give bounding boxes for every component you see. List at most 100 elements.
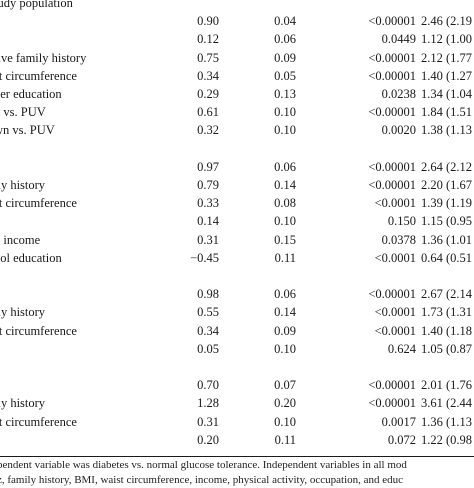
coefficient-cell: 0.12 — [197, 32, 219, 47]
standard-error-cell: 0.06 — [274, 32, 296, 47]
odds-ratio-cell: 2.01 (1.76 — [421, 378, 473, 393]
coefficient-cell: 0.14 — [197, 214, 219, 229]
p-value-cell: <0.00001 — [368, 50, 416, 65]
table-bottom-rule — [0, 456, 474, 457]
odds-ratio-cell: 1.40 (1.18 — [421, 323, 473, 338]
coefficient-cell: 0.98 — [197, 287, 219, 302]
table-row: n income 0.31 0.15 0.0378 1.36 (1.01 — [0, 231, 474, 249]
coefficient-cell: −0.45 — [190, 250, 219, 265]
standard-error-cell: 0.10 — [274, 341, 296, 356]
coefficient-cell: 0.05 — [197, 341, 219, 356]
odds-ratio-cell: 1.05 (0.87 — [421, 341, 473, 356]
p-value-cell: 0.0020 — [381, 123, 416, 138]
standard-error-cell: 0.13 — [274, 87, 296, 101]
p-value-cell: <0.00001 — [368, 178, 416, 192]
row-label: st circumference — [0, 323, 77, 338]
coefficient-cell: 0.97 — [197, 159, 219, 174]
coefficient-cell: 0.79 — [197, 178, 219, 192]
standard-error-cell: 0.10 — [274, 214, 296, 229]
row-label: st circumference — [0, 196, 77, 211]
row-label: ily history — [0, 178, 46, 192]
standard-error-cell: 0.04 — [274, 14, 296, 29]
odds-ratio-cell: 1.22 (0.98 — [421, 432, 473, 447]
standard-error-cell: 0.14 — [274, 178, 296, 192]
standard-error-cell: 0.10 — [274, 105, 296, 120]
table-row: st circumference 0.34 0.09 <0.0001 1.40 (1.1… — [0, 322, 474, 340]
footnote-line-1: pendent variable was diabetes vs. normal… — [0, 459, 407, 471]
p-value-cell: <0.0001 — [374, 323, 416, 338]
coefficient-cell: 0.31 — [197, 232, 219, 247]
odds-ratio-cell: 2.64 (2.12 — [421, 159, 473, 174]
table-row: 0.97 0.06 <0.00001 2.64 (2.12 — [0, 158, 474, 176]
p-value-cell: <0.0001 — [374, 250, 416, 265]
table-row: ily history 0.79 0.14 <0.00001 2.20 (1.67 — [0, 176, 474, 194]
p-value-cell: <0.00001 — [368, 105, 416, 120]
p-value-cell: <0.00001 — [368, 378, 416, 393]
table-row: 0.14 0.10 0.150 1.15 (0.95 — [0, 212, 474, 230]
table-row: tive family history 0.75 0.09 <0.00001 2.12 … — [0, 49, 474, 67]
coefficient-cell: 0.31 — [197, 414, 219, 429]
row-label: ily history — [0, 396, 46, 411]
p-value-cell: 0.0238 — [381, 87, 416, 101]
odds-ratio-cell: 1.36 (1.13 — [421, 414, 473, 429]
p-value-cell: <0.00001 — [368, 159, 416, 174]
odds-ratio-cell: 1.15 (0.95 — [421, 214, 473, 229]
p-value-cell: 0.0449 — [381, 32, 416, 47]
p-value-cell: <0.00001 — [368, 396, 416, 411]
standard-error-cell: 0.10 — [274, 414, 296, 429]
table-row: 0.20 0.11 0.072 1.22 (0.98 — [0, 431, 474, 449]
standard-error-cell: 0.14 — [274, 305, 296, 320]
p-value-cell: <0.00001 — [368, 287, 416, 302]
coefficient-cell: 0.34 — [197, 68, 219, 83]
p-value-cell: <0.0001 — [374, 305, 416, 320]
coefficient-cell: 0.70 — [197, 378, 219, 393]
table-row: ner education 0.29 0.13 0.0238 1.34 (1.04 — [0, 85, 474, 103]
table-row: ily history 0.55 0.14 <0.0001 1.73 (1.31 — [0, 303, 474, 321]
row-label: tive family history — [0, 50, 87, 65]
p-value-cell: 0.0017 — [381, 414, 416, 429]
standard-error-cell: 0.11 — [274, 250, 296, 265]
row-label: y vs. PUV — [0, 105, 46, 120]
table-row: ily history 1.28 0.20 <0.00001 3.61 (2.44 — [0, 394, 474, 412]
row-label: st circumference — [0, 414, 77, 429]
standard-error-cell: 0.09 — [274, 50, 296, 65]
odds-ratio-cell: 2.12 (1.77 — [421, 50, 473, 65]
p-value-cell: 0.624 — [387, 341, 416, 356]
row-label: st circumference — [0, 68, 77, 83]
table-row: wn vs. PUV 0.32 0.10 0.0020 1.38 (1.13 — [0, 121, 474, 139]
p-value-cell: <0.00001 — [368, 68, 416, 83]
standard-error-cell: 0.08 — [274, 196, 296, 211]
coefficient-cell: 0.55 — [197, 305, 219, 320]
odds-ratio-cell: 1.12 (1.00 — [421, 32, 473, 47]
odds-ratio-cell: 1.38 (1.13 — [421, 123, 473, 138]
table-row — [0, 140, 474, 158]
row-label: ily history — [0, 305, 46, 320]
coefficient-cell: 0.33 — [197, 196, 219, 211]
odds-ratio-cell: 2.67 (2.14 — [421, 287, 473, 302]
footnote-line-2: z, family history, BMI, waist circumfere… — [0, 474, 404, 486]
odds-ratio-cell: 1.36 (1.01 — [421, 232, 473, 247]
standard-error-cell: 0.05 — [274, 68, 296, 83]
standard-error-cell: 0.09 — [274, 323, 296, 338]
coefficient-cell: 0.75 — [197, 50, 219, 65]
coefficient-cell: 0.90 — [197, 14, 219, 29]
standard-error-cell: 0.06 — [274, 287, 296, 302]
table-row: ool education −0.45 0.11 <0.0001 0.64 (0.51 — [0, 249, 474, 267]
standard-error-cell: 0.06 — [274, 159, 296, 174]
standard-error-cell: 0.10 — [274, 123, 296, 138]
row-label: ool education — [0, 250, 62, 265]
coefficient-cell: 0.61 — [197, 105, 219, 120]
table-row — [0, 267, 474, 285]
odds-ratio-cell: 1.84 (1.51 — [421, 105, 473, 120]
p-value-cell: <0.00001 — [368, 14, 416, 29]
coefficient-cell: 0.34 — [197, 323, 219, 338]
table-row: 0.90 0.04 <0.00001 2.46 (2.19 — [0, 12, 474, 30]
table-row: st circumference 0.33 0.08 <0.0001 1.39 (1.1… — [0, 194, 474, 212]
odds-ratio-cell: 1.73 (1.31 — [421, 305, 473, 320]
table-row: st circumference 0.34 0.05 <0.00001 1.40 (1.… — [0, 67, 474, 85]
coefficient-cell: 0.20 — [197, 432, 219, 447]
odds-ratio-cell: 1.39 (1.19 — [421, 196, 473, 211]
standard-error-cell: 0.20 — [274, 396, 296, 411]
odds-ratio-cell: 2.20 (1.67 — [421, 178, 473, 192]
odds-ratio-cell: 2.46 (2.19 — [421, 14, 473, 29]
